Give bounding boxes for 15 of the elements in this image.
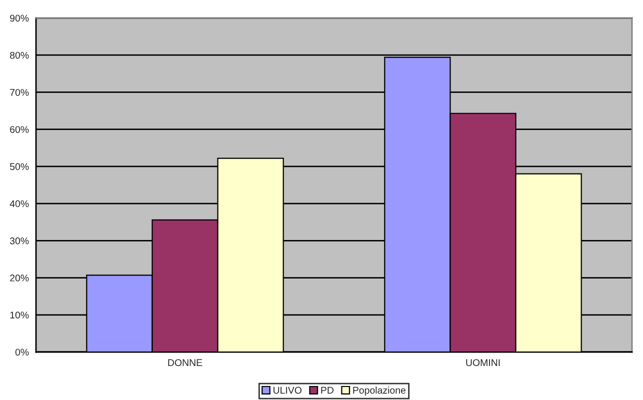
y-tick-label: 40%: [10, 200, 29, 208]
y-tick-label: 70%: [10, 88, 29, 96]
y-tick-label: 0%: [15, 348, 29, 356]
y-tick-label: 20%: [10, 274, 29, 282]
legend-label: ULIVO: [274, 386, 302, 394]
y-tick-label: 90%: [10, 14, 29, 22]
legend-label: PD: [321, 386, 334, 394]
y-tick-label: 50%: [10, 163, 29, 170]
y-tick-label: 80%: [10, 52, 29, 59]
x-tick-label: UOMINI: [466, 359, 500, 366]
y-tick-label: 10%: [10, 312, 29, 319]
y-tick-label: 60%: [10, 126, 29, 133]
legend-label: Popolazione: [353, 386, 406, 396]
y-tick-label: 30%: [10, 237, 29, 244]
x-tick-label: DONNE: [168, 359, 202, 366]
